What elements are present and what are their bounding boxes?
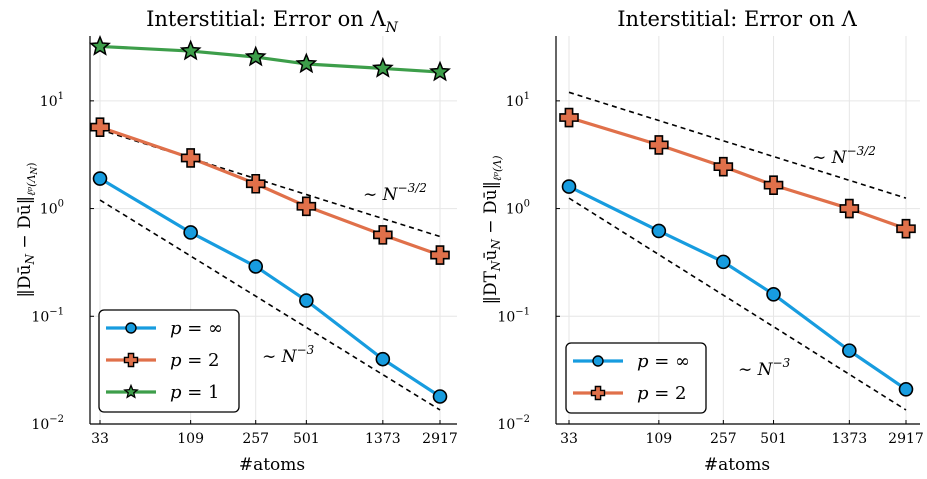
left-legend-swatch-marker: [123, 383, 139, 399]
left-annotation-n-minus-3: ∼ N−3: [262, 343, 315, 367]
left-legend-swatch-marker: [123, 352, 139, 368]
left-series-1-point: [180, 148, 201, 168]
left-series-line-2: [99, 44, 441, 74]
right-y-tick-label: 10−2: [497, 414, 530, 433]
right-chart-title: Interstitial: Error on Λ: [617, 7, 857, 31]
right-legend-label-p-inf: p = ∞: [637, 351, 690, 372]
right-series-1-point: [713, 156, 734, 177]
left-series-0-point: [299, 293, 314, 308]
left-series-1-point: [373, 225, 393, 245]
right-legend-swatch-marker: [592, 355, 604, 367]
right-legend: p = ∞ p = 2: [565, 342, 707, 414]
left-series-1-point: [296, 196, 317, 217]
left-legend: p = ∞ p = 2 p = 1: [98, 309, 240, 413]
right-series-0-point: [842, 343, 857, 358]
right-x-tick-label: 257: [710, 431, 737, 447]
right-legend-label-p-2: p = 2: [637, 383, 687, 404]
left-panel: Interstitial: Error on ΛN 33 109 257 501 137…: [15, 7, 458, 475]
left-series-2-point: [244, 45, 267, 67]
left-series-0-point: [248, 259, 264, 274]
right-x-tick-label: 33: [560, 431, 578, 447]
right-panel: Interstitial: Error on Λ 33 109 257 501 1373…: [481, 7, 924, 475]
left-series-0-point: [432, 389, 448, 404]
left-x-tick-label: 257: [242, 431, 269, 447]
right-series-0-point: [651, 223, 667, 239]
left-series-2-point: [295, 52, 318, 74]
left-series-2-point: [89, 34, 111, 56]
left-series-0-point: [92, 171, 108, 186]
left-reference-line-n-minus-3: [99, 199, 441, 411]
right-legend-entries: [573, 355, 623, 401]
right-y-tick-label: 101: [506, 91, 530, 110]
right-series-line-0: [568, 185, 907, 391]
left-x-ticks: 33 109 257 501 1373 2917: [91, 420, 458, 447]
right-reference-lines: [568, 91, 907, 411]
left-y-tick-label: 101: [40, 91, 64, 110]
left-x-axis-label: #atoms: [239, 455, 305, 475]
right-series-1-point: [559, 107, 579, 128]
left-legend-label-p-2: p = 2: [170, 350, 220, 371]
left-series-1-point: [245, 173, 266, 194]
right-annotation-n-minus-3-2: ∼ N−3/2: [812, 144, 876, 168]
left-series-2-point: [179, 39, 202, 61]
left-legend-entries: [106, 322, 156, 399]
left-y-tick-label: 10−2: [31, 414, 64, 433]
right-series-0-point: [898, 381, 914, 397]
left-series-1-point: [430, 245, 450, 265]
left-series: [89, 34, 451, 404]
right-x-tick-label: 501: [760, 431, 787, 447]
left-y-ticks: 101 100 10−1 10−2: [31, 91, 94, 433]
right-x-tick-label: 2917: [888, 431, 924, 447]
left-series-1-point: [90, 117, 110, 137]
right-y-tick-label: 100: [506, 199, 530, 218]
left-series-2-point: [371, 56, 394, 78]
left-x-tick-label: 501: [293, 431, 320, 447]
left-x-tick-label: 2917: [422, 431, 458, 447]
right-series-0-point: [716, 254, 731, 270]
left-legend-box: [98, 309, 240, 413]
right-x-tick-label: 109: [645, 431, 672, 447]
left-x-tick-label: 1373: [365, 431, 401, 447]
left-legend-swatch-marker: [125, 322, 137, 334]
right-y-ticks: 101 100 10−1 10−2: [497, 91, 560, 433]
right-y-axis-label: ‖DTNūN − Dū‖ℓᵖ(Λ): [481, 155, 504, 304]
left-reference-lines: [99, 128, 441, 411]
right-series: [559, 107, 916, 397]
right-annotation-n-minus-3: ∼ N−3: [738, 356, 791, 380]
left-series-0-point: [375, 351, 391, 367]
right-legend-swatch-marker: [590, 385, 606, 401]
left-annotation-n-minus-3-2: ∼ N−3/2: [363, 181, 427, 205]
right-reference-line-n-minus-3: [568, 197, 907, 411]
left-series-2-point: [429, 60, 451, 82]
left-series-0-point: [183, 225, 198, 240]
left-y-tick-label: 100: [40, 199, 64, 218]
left-y-axis-label: ‖DūN − Dū‖ℓᵖ(ΛN): [15, 162, 40, 297]
right-series-1-point: [649, 135, 669, 155]
right-x-axis-label: #atoms: [704, 455, 770, 475]
left-series-line-0: [99, 177, 441, 398]
right-reference-line-n-minus-3-2: [568, 91, 907, 199]
right-y-tick-label: 10−1: [497, 306, 530, 325]
right-series-1-point: [896, 218, 916, 239]
right-x-tick-label: 1373: [832, 431, 868, 447]
right-x-ticks: 33 109 257 501 1373 2917: [560, 420, 924, 447]
left-legend-label-p-inf: p = ∞: [170, 318, 223, 339]
right-series-1-point: [839, 198, 860, 219]
right-series-1-point: [763, 175, 784, 195]
left-chart-title: Interstitial: Error on ΛN: [146, 7, 399, 36]
left-legend-label-p-1: p = 1: [170, 382, 220, 403]
left-x-tick-label: 109: [177, 431, 204, 447]
left-y-tick-label: 10−1: [31, 306, 64, 325]
right-series-0-point: [766, 286, 781, 302]
left-x-tick-label: 33: [91, 431, 109, 447]
right-series-0-point: [561, 179, 577, 194]
